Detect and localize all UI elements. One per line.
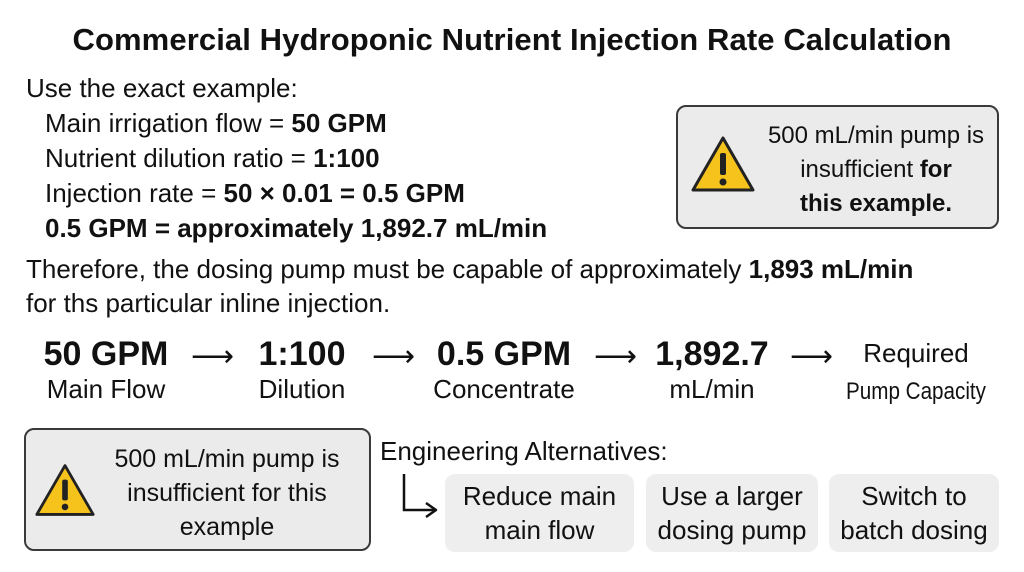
example-intro: Use the exact example: (26, 73, 298, 103)
warning-top-line-2-bold: for (919, 156, 952, 183)
flow-step-4-label: mL/min (669, 374, 755, 404)
therefore-value: 1,893 mL/min (748, 254, 914, 284)
flow-label: Main irrigation flow = (45, 108, 292, 138)
therefore-line-2: for ths particular inline injection. (26, 288, 391, 318)
alternative-1-line-1: Reduce main (462, 481, 617, 511)
warning-top-line-2-text: insufficient (800, 156, 920, 183)
flow-step-2-label: Dilution (258, 374, 346, 404)
flow-step-5-value: Required (863, 338, 969, 368)
therefore-line-1: Therefore, the dosing pump must be capab… (26, 254, 913, 284)
ratio-value: 1:100 (313, 143, 380, 173)
warning-top-line-3: this example. (756, 187, 996, 221)
alternatives-heading: Engineering Alternatives: (380, 436, 668, 466)
flow-step-3-value: 0.5 GPM (436, 335, 572, 373)
example-conversion-line: 0.5 GPM = approximately 1,892.7 mL/min (45, 213, 547, 243)
warning-bottom-line-2: insufficient for this (127, 479, 327, 507)
therefore-text: Therefore, the dosing pump must be capab… (26, 254, 749, 284)
warning-callout-top: 500 mL/min pump is insufficient for this… (676, 105, 999, 229)
conversion-text: 0.5 GPM = approximately 1,892.7 mL/min (45, 213, 548, 243)
flow-arrow-4: ⟶ (790, 340, 834, 373)
warning-text-bottom: 500 mL/min pump is insufficient for this… (86, 442, 368, 544)
corner-arrow-icon (402, 474, 438, 519)
warning-icon (35, 464, 95, 516)
alternative-option-batch-dosing: Switch to batch dosing (829, 474, 999, 552)
flow-step-5-label: Pump Capacity (846, 378, 986, 405)
warning-bottom-line-1: 500 mL/min pump is (114, 445, 340, 473)
alternative-1-line-2: main flow (484, 515, 595, 545)
alternative-3-line-2: batch dosing (840, 515, 988, 545)
injection-label: Injection rate = (45, 178, 224, 208)
flow-arrow-3: ⟶ (594, 340, 638, 373)
flow-step-1-value: 50 GPM (43, 335, 169, 373)
flow-step-3-label: Concentrate (433, 374, 575, 404)
page-title: Commercial Hydroponic Nutrient Injection… (72, 22, 952, 57)
warning-text-top: 500 mL/min pump is insufficient for this… (756, 119, 996, 221)
alternative-2-line-1: Use a larger (661, 481, 803, 511)
example-injection-line: Injection rate = 50 × 0.01 = 0.5 GPM (45, 178, 465, 208)
warning-top-line-3-bold: this example. (799, 190, 953, 217)
example-ratio-line: Nutrient dilution ratio = 1:100 (45, 143, 380, 173)
warning-top-line-2: insufficient for (756, 153, 996, 187)
flow-arrow-2: ⟶ (372, 340, 416, 373)
ratio-label: Nutrient dilution ratio = (45, 143, 314, 173)
warning-top-line-1: 500 mL/min pump is (767, 122, 985, 149)
warning-callout-bottom: 500 mL/min pump is insufficient for this… (24, 428, 371, 551)
alternative-3-line-1: Switch to (861, 481, 967, 511)
alternative-2-line-2: dosing pump (657, 515, 807, 545)
example-flow-line: Main irrigation flow = 50 GPM (45, 108, 387, 138)
flow-step-4-value: 1,892.7 (655, 335, 769, 373)
flow-value: 50 GPM (291, 108, 387, 138)
warning-bottom-line-3: example (179, 513, 275, 541)
warning-icon (691, 136, 755, 192)
alternative-option-larger-pump: Use a larger dosing pump (646, 474, 818, 552)
flow-arrow-1: ⟶ (191, 340, 235, 373)
flow-step-2-value: 1:100 (258, 335, 346, 373)
flow-step-1-label: Main Flow (46, 374, 166, 404)
injection-value: 50 × 0.01 = 0.5 GPM (223, 178, 465, 208)
alternative-option-reduce-flow: Reduce main main flow (445, 474, 634, 552)
